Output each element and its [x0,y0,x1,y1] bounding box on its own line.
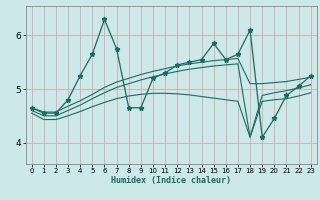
X-axis label: Humidex (Indice chaleur): Humidex (Indice chaleur) [111,176,231,185]
